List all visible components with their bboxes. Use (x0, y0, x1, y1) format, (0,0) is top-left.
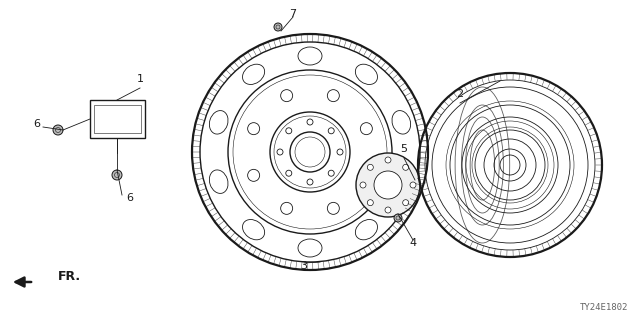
Circle shape (410, 182, 416, 188)
Circle shape (286, 128, 292, 134)
Circle shape (307, 179, 313, 185)
Text: 2: 2 (456, 89, 463, 99)
Circle shape (112, 170, 122, 180)
Circle shape (367, 164, 373, 170)
Circle shape (360, 169, 372, 181)
Text: 5: 5 (401, 144, 408, 154)
Circle shape (374, 171, 402, 199)
Ellipse shape (355, 64, 378, 84)
Circle shape (394, 214, 402, 222)
Circle shape (281, 90, 292, 102)
Text: 1: 1 (136, 74, 143, 84)
Circle shape (403, 200, 409, 206)
Circle shape (328, 170, 334, 176)
Text: 7: 7 (289, 9, 296, 19)
Circle shape (367, 200, 373, 206)
Ellipse shape (355, 220, 378, 240)
Circle shape (403, 164, 409, 170)
Text: FR.: FR. (58, 270, 81, 284)
Ellipse shape (243, 220, 264, 240)
Ellipse shape (243, 64, 264, 84)
Circle shape (274, 23, 282, 31)
Circle shape (286, 170, 292, 176)
Text: 4: 4 (410, 238, 417, 248)
Circle shape (53, 125, 63, 135)
Bar (94, 105, 141, 133)
Circle shape (356, 153, 420, 217)
Circle shape (248, 123, 260, 135)
Circle shape (281, 202, 292, 214)
Circle shape (360, 123, 372, 135)
Ellipse shape (209, 170, 228, 193)
Bar (90, 100, 145, 138)
Ellipse shape (298, 239, 322, 257)
Circle shape (360, 182, 366, 188)
Circle shape (328, 128, 334, 134)
Circle shape (327, 90, 339, 102)
Circle shape (248, 169, 260, 181)
Ellipse shape (209, 111, 228, 134)
Text: 3: 3 (301, 261, 307, 271)
Text: TY24E1802: TY24E1802 (580, 303, 628, 312)
Ellipse shape (298, 47, 322, 65)
Circle shape (327, 202, 339, 214)
Text: 6: 6 (127, 193, 134, 203)
Circle shape (385, 157, 391, 163)
Circle shape (307, 119, 313, 125)
Circle shape (337, 149, 343, 155)
Ellipse shape (392, 170, 411, 193)
Text: 6: 6 (33, 119, 40, 129)
Ellipse shape (392, 111, 411, 134)
Circle shape (385, 207, 391, 213)
Circle shape (277, 149, 283, 155)
